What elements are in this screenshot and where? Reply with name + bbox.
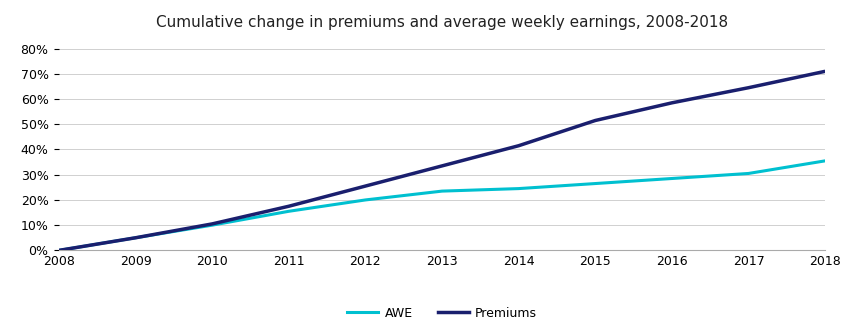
Legend: AWE, Premiums: AWE, Premiums xyxy=(342,302,542,321)
Title: Cumulative change in premiums and average weekly earnings, 2008-2018: Cumulative change in premiums and averag… xyxy=(156,15,728,30)
